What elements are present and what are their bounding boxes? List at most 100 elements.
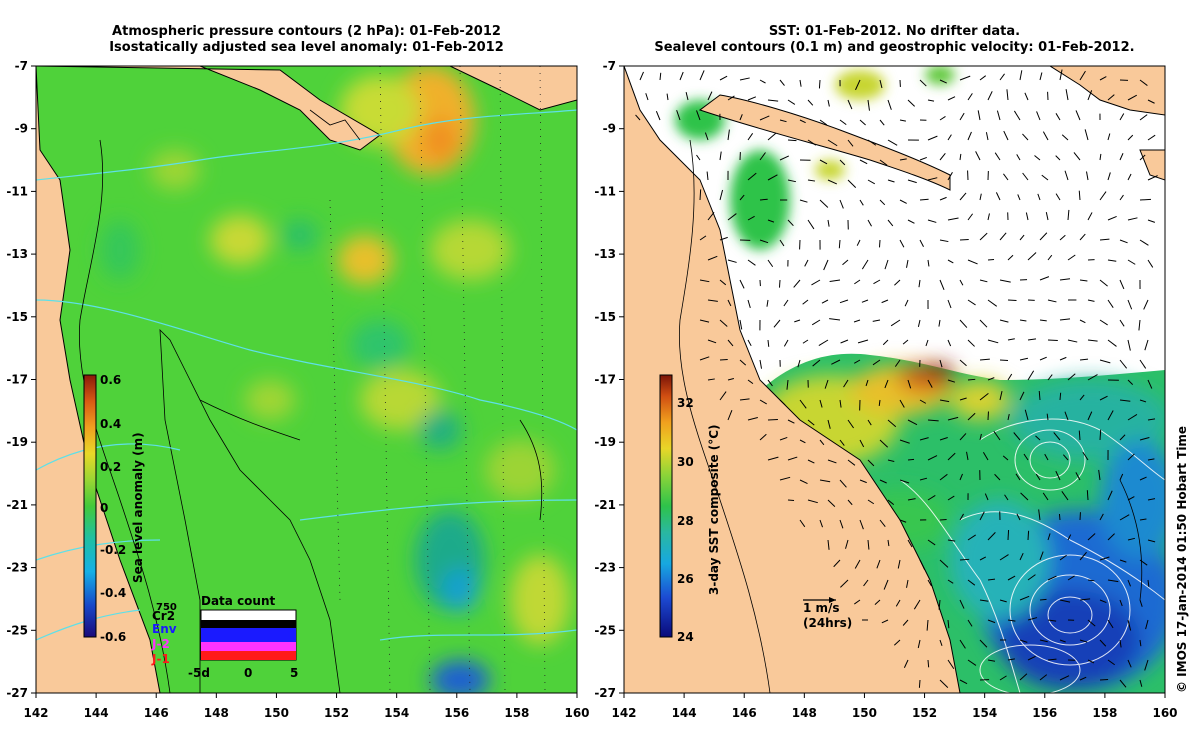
velocity-arrow (917, 639, 921, 649)
velocity-arrow (739, 279, 745, 289)
velocity-arrow (787, 139, 797, 142)
velocity-arrow (979, 511, 985, 521)
velocity-arrow (797, 359, 801, 368)
velocity-arrow (893, 639, 901, 646)
x-tick-label: 152 (324, 706, 349, 720)
velocity-arrow (1082, 451, 1089, 461)
velocity-arrow (1139, 79, 1148, 86)
velocity-arrow (1007, 299, 1017, 302)
velocity-arrow (727, 339, 734, 347)
velocity-arrow (1087, 212, 1093, 221)
velocity-arrow (867, 179, 876, 185)
velocity-arrow (927, 135, 938, 141)
y-tick-label: -23 (594, 561, 616, 575)
velocity-arrow (1003, 130, 1009, 141)
velocity-arrow (1047, 575, 1057, 581)
velocity-arrow (894, 279, 901, 286)
y-tick-label: -11 (594, 184, 616, 198)
velocity-arrow (1019, 319, 1027, 322)
velocity-arrow (903, 659, 909, 668)
velocity-arrow (767, 219, 775, 223)
velocity-arrow (925, 339, 929, 347)
velocity-arrow (1127, 379, 1134, 385)
velocity-arrow (1147, 458, 1155, 461)
velocity-arrow (1087, 533, 1096, 541)
velocity-arrow (919, 559, 926, 570)
velocity-arrow (1039, 319, 1047, 322)
x-tick-label: 148 (204, 706, 229, 720)
velocity-arrow (1017, 194, 1021, 201)
velocity-arrow (1013, 110, 1021, 121)
velocity-arrow (865, 379, 869, 387)
velocity-arrow (993, 430, 1001, 441)
velocity-arrow (847, 459, 856, 466)
left-axes: 142 144 146 148 150 152 154 156 158 160 -7 -9 -11 -13… (6, 59, 589, 720)
velocity-arrow (883, 579, 889, 590)
velocity-arrow (999, 319, 1009, 323)
velocity-arrow (947, 339, 952, 347)
velocity-arrow (959, 679, 968, 685)
velocity-arrow (979, 279, 988, 283)
velocity-arrow (818, 339, 829, 346)
left-cb-label: Sea level anomaly (m) (131, 432, 145, 583)
velocity-arrow (783, 299, 789, 307)
velocity-arrow (881, 299, 889, 304)
velocity-arrow (1127, 259, 1136, 265)
velocity-arrow (739, 77, 750, 81)
velocity-arrow (1007, 658, 1015, 661)
velocity-arrow (827, 419, 831, 429)
velocity-arrow (959, 433, 967, 441)
velocity-arrow (1147, 539, 1156, 543)
velocity-arrow (807, 499, 818, 504)
velocity-arrow (1045, 212, 1049, 221)
left-title: Atmospheric pressure contours (2 hPa): 0… (36, 24, 577, 56)
y-tick-label: -25 (6, 623, 28, 637)
velocity-arrow (707, 378, 715, 381)
velocity-arrow (1055, 155, 1061, 161)
velocity-arrow (1019, 234, 1025, 241)
velocity-arrow (1027, 574, 1036, 581)
y-tick-label: -13 (6, 247, 28, 261)
velocity-arrow (819, 439, 825, 446)
velocity-arrow (967, 412, 976, 421)
velocity-arrow (1019, 639, 1028, 643)
velocity-arrow (839, 439, 845, 446)
velocity-arrow (767, 174, 778, 181)
velocity-arrow (867, 99, 870, 111)
y-tick-label: -19 (594, 435, 616, 449)
right-cb-tick: 32 (677, 396, 694, 410)
velocity-arrow (1147, 134, 1156, 141)
velocity-arrow (899, 519, 907, 523)
velocity-arrow (882, 339, 889, 346)
y-tick-label: -7 (15, 59, 28, 73)
velocity-arrow (819, 199, 829, 208)
velocity-arrow (1035, 473, 1041, 481)
velocity-arrow (1007, 338, 1015, 341)
velocity-arrow (707, 91, 713, 101)
velocity-arrow (1019, 595, 1030, 601)
velocity-arrow (967, 131, 972, 141)
velocity-arrow (759, 79, 766, 84)
velocity-arrow (766, 299, 769, 307)
velocity-arrow (1119, 559, 1127, 563)
velocity-arrow (1039, 598, 1047, 601)
velocity-arrow (959, 359, 967, 367)
velocity-arrow (967, 579, 976, 586)
velocity-arrow (887, 139, 898, 146)
velocity-arrow (887, 99, 892, 110)
velocity-arrow (1119, 319, 1125, 327)
velocity-arrow (821, 299, 829, 304)
velocity-arrow (939, 359, 943, 368)
velocity-arrow (859, 119, 866, 126)
velocity-arrow (1119, 239, 1128, 244)
velocity-arrow (867, 419, 872, 426)
velocity-arrow (824, 379, 829, 389)
y-tick-label: -21 (594, 498, 616, 512)
velocity-arrow (863, 579, 869, 587)
left-cb-tick: 0 (100, 501, 108, 515)
velocity-arrow (859, 439, 865, 448)
velocity-arrow (1042, 131, 1049, 141)
velocity-arrow (1099, 238, 1110, 241)
velocity-arrow (1139, 436, 1150, 441)
data-count-legend-env: Env (152, 622, 177, 636)
